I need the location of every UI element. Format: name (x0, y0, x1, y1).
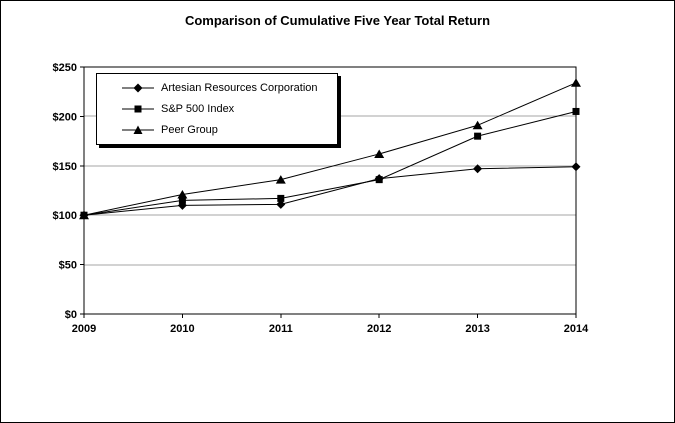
svg-text:2012: 2012 (367, 323, 391, 335)
legend-item-label: S&P 500 Index (161, 103, 235, 115)
svg-text:$0: $0 (65, 309, 77, 321)
svg-text:2011: 2011 (269, 323, 293, 335)
svg-text:$250: $250 (53, 62, 77, 74)
chart-title: Comparison of Cumulative Five Year Total… (184, 13, 491, 28)
legend-item: Peer Group (122, 123, 337, 137)
svg-text:$100: $100 (53, 210, 77, 222)
svg-text:2014: 2014 (564, 323, 589, 335)
svg-text:2010: 2010 (170, 323, 194, 335)
triangle-marker-icon (122, 125, 154, 134)
legend-item-label: Artesian Resources Corporation (161, 82, 318, 94)
square-marker-icon (122, 105, 154, 113)
svg-text:$200: $200 (53, 111, 77, 123)
svg-text:$150: $150 (53, 161, 77, 173)
svg-text:2009: 2009 (72, 323, 96, 335)
chart-legend: Artesian Resources Corporation S&P 500 I… (96, 73, 338, 145)
legend-item: Artesian Resources Corporation (122, 81, 337, 95)
svg-text:2013: 2013 (465, 323, 489, 335)
diamond-marker-icon (122, 83, 154, 93)
svg-text:$50: $50 (59, 260, 77, 272)
legend-item-label: Peer Group (161, 124, 218, 136)
legend-item: S&P 500 Index (122, 102, 337, 116)
